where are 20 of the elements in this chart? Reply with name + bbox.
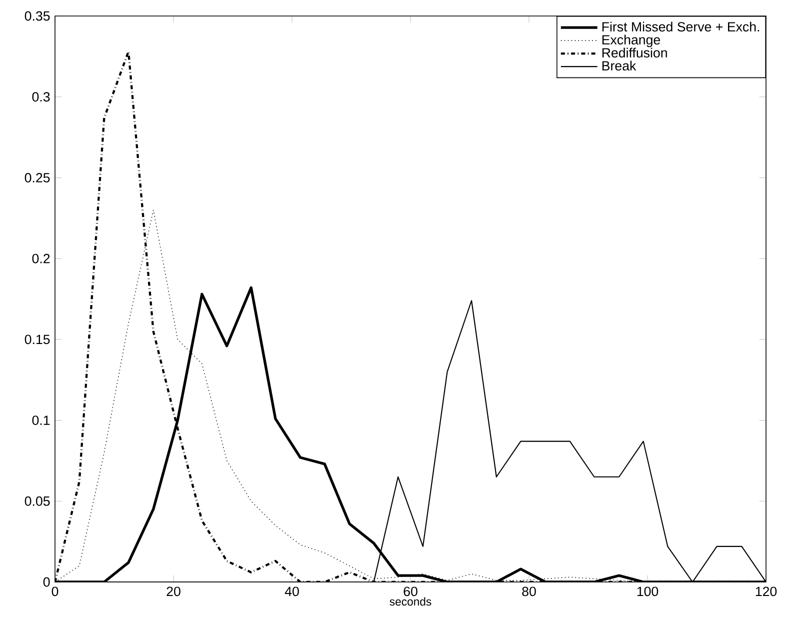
- legend-label: Break: [602, 60, 636, 71]
- y-tick-label: 0.05: [24, 496, 50, 506]
- y-tick-label: 0.3: [32, 92, 50, 102]
- x-tick-label: 40: [284, 586, 299, 596]
- y-tick-label: 0.25: [24, 172, 50, 182]
- y-tick-label: 0: [43, 577, 50, 587]
- legend-label: Rediffusion: [602, 48, 667, 58]
- x-tick-label: 0: [52, 586, 58, 596]
- legend-label: First Missed Serve + Exch.: [602, 22, 760, 32]
- y-tick-label: 0.35: [24, 11, 50, 21]
- y-tick-label: 0.1: [32, 416, 50, 425]
- x-axis-title: seconds: [390, 597, 432, 606]
- x-tick-label: 100: [637, 586, 658, 596]
- x-tick-label: 60: [404, 586, 418, 596]
- x-tick-label: 120: [756, 586, 777, 596]
- y-tick-label: 0.2: [32, 254, 50, 264]
- legend-label: Exchange: [602, 34, 660, 48]
- x-tick-label: 20: [166, 586, 180, 596]
- x-tick-label: 80: [522, 586, 536, 596]
- y-tick-label: 0.15: [24, 334, 50, 344]
